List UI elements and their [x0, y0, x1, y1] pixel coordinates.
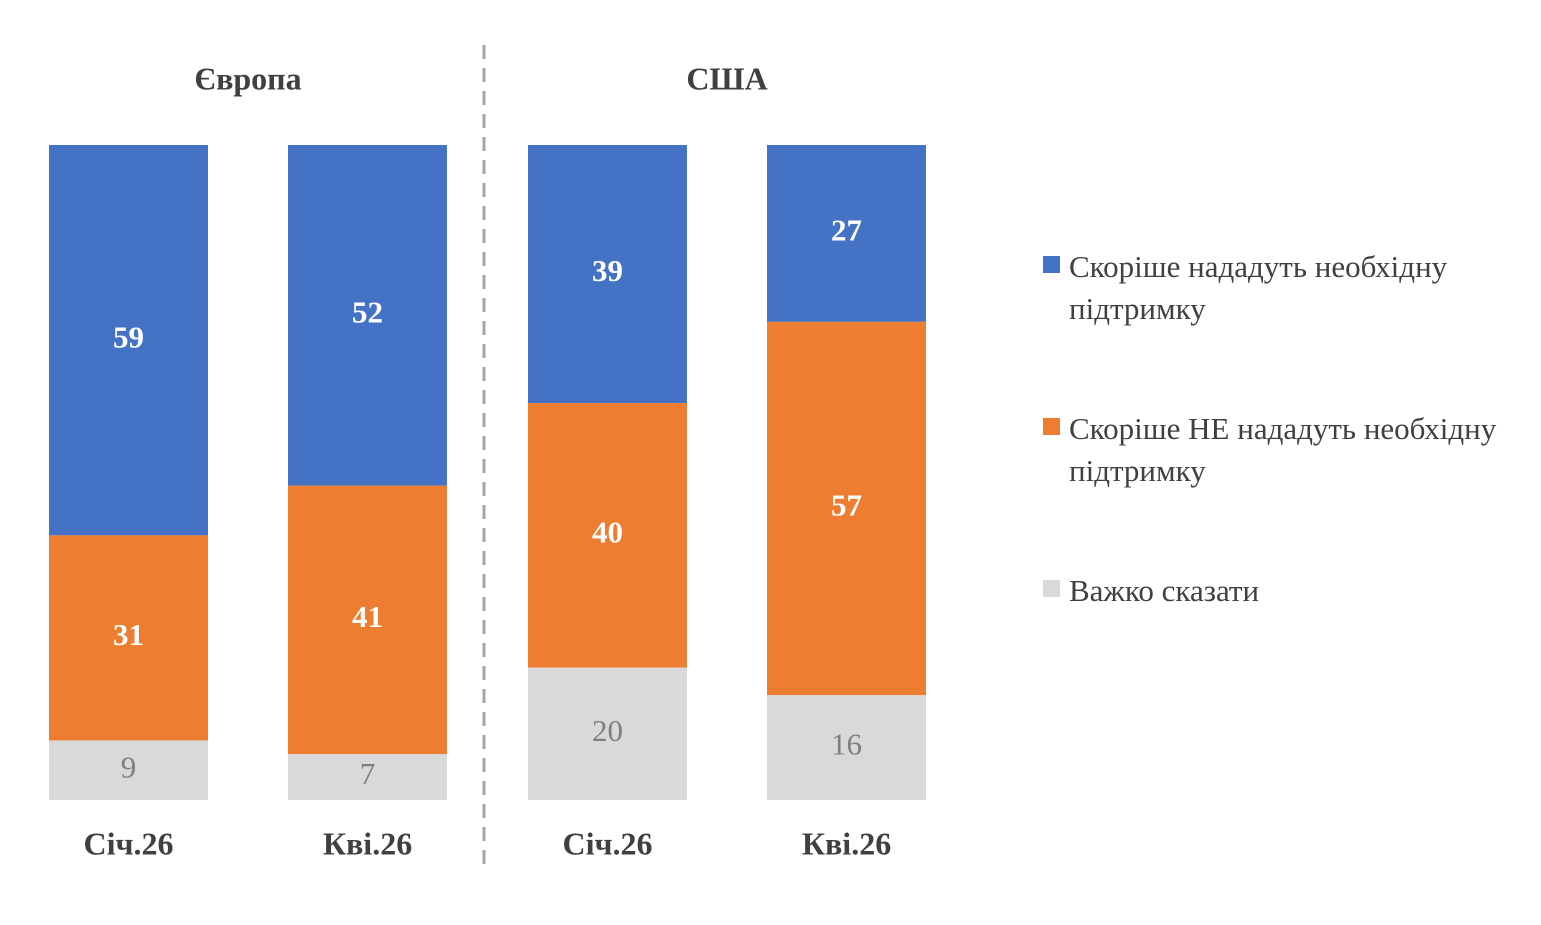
- value-label: 57: [831, 488, 862, 523]
- value-label: 16: [831, 727, 862, 762]
- bar-segment: [528, 145, 687, 404]
- legend-swatch: [1043, 580, 1060, 597]
- value-label: 40: [592, 514, 623, 549]
- value-label: 52: [352, 294, 383, 329]
- bar-segment: [528, 403, 687, 668]
- legend-item: Скоріше НЕ нададуть необхідну підтримку: [1043, 408, 1533, 570]
- value-label: 27: [831, 213, 862, 248]
- value-label: 39: [592, 253, 623, 288]
- bar-segment: [767, 695, 926, 800]
- bar-segment: [528, 667, 687, 800]
- value-label: 9: [121, 749, 137, 784]
- value-label: 7: [360, 756, 376, 791]
- bar-segment: [288, 485, 447, 755]
- x-tick-label: Січ.26: [83, 825, 173, 861]
- x-tick-label: Кві.26: [802, 825, 891, 861]
- bar-segment: [288, 754, 447, 800]
- value-label: 41: [352, 599, 383, 634]
- legend: Скоріше нададуть необхідну підтримку Скор…: [1043, 246, 1533, 732]
- legend-item: Скоріше нададуть необхідну підтримку: [1043, 246, 1533, 408]
- bar-segment: [288, 145, 447, 486]
- legend-item: Важко сказати: [1043, 570, 1533, 732]
- legend-label: Важко сказати: [1069, 573, 1260, 608]
- value-label: 59: [113, 319, 144, 354]
- group-title: Європа: [194, 60, 301, 96]
- x-tick-label: Кві.26: [323, 825, 412, 861]
- legend-swatch: [1043, 256, 1060, 273]
- value-label: 20: [592, 713, 623, 748]
- legend-label: Скоріше НЕ нададуть необхідну підтримку: [1069, 411, 1497, 488]
- bar-segment: [49, 145, 208, 536]
- bar-segment: [767, 321, 926, 696]
- legend-swatch: [1043, 418, 1060, 435]
- x-tick-label: Січ.26: [562, 825, 652, 861]
- bar-segment: [767, 145, 926, 322]
- legend-label: Скоріше нададуть необхідну підтримку: [1069, 249, 1448, 326]
- value-label: 31: [113, 617, 144, 652]
- group-title: США: [686, 60, 767, 96]
- bar-segment: [49, 535, 208, 741]
- bar-segment: [49, 740, 208, 800]
